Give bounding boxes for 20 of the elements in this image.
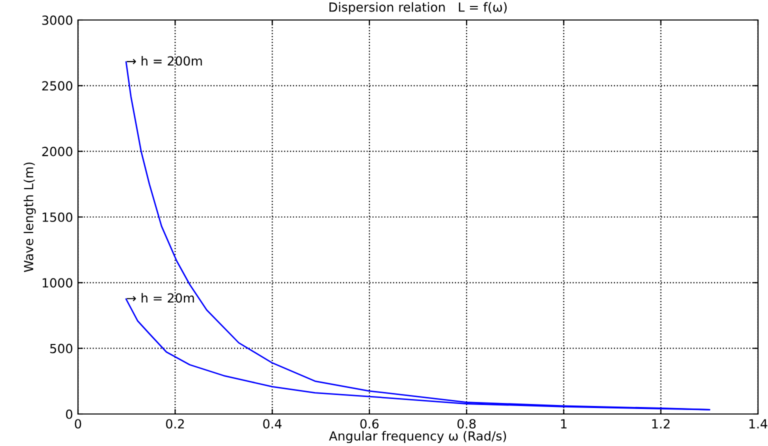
x-tick-label: 1.4 [749, 419, 768, 428]
annotation: → h = 200m [126, 56, 202, 66]
x-tick-label: 0.4 [263, 419, 282, 429]
y-tick-label: 500 [50, 344, 72, 354]
x-tick-label: 0.6 [360, 419, 379, 429]
x-tick-label: 0 [74, 419, 82, 429]
y-tick-label: 3000 [42, 15, 72, 25]
y-tick-label: 0 [66, 409, 72, 419]
x-tick-label: 1.2 [652, 419, 670, 428]
y-tick-label: 2500 [42, 81, 72, 91]
x-tick-label: 0.8 [457, 419, 476, 429]
x-axis-title: Angular frequency ω (Rad/s) [329, 430, 506, 444]
annotation: → h = 20m [126, 293, 194, 303]
y-tick-label: 1500 [42, 212, 72, 222]
y-tick-label: 2000 [42, 146, 72, 156]
y-tick-label: 1000 [42, 278, 72, 288]
x-tick-label: 0.2 [166, 419, 184, 429]
y-axis-title: Wave length L(m) [24, 162, 36, 272]
x-tick-label: 1 [561, 419, 567, 428]
chart-title: Dispersion relation L = f(ω) [330, 2, 507, 14]
